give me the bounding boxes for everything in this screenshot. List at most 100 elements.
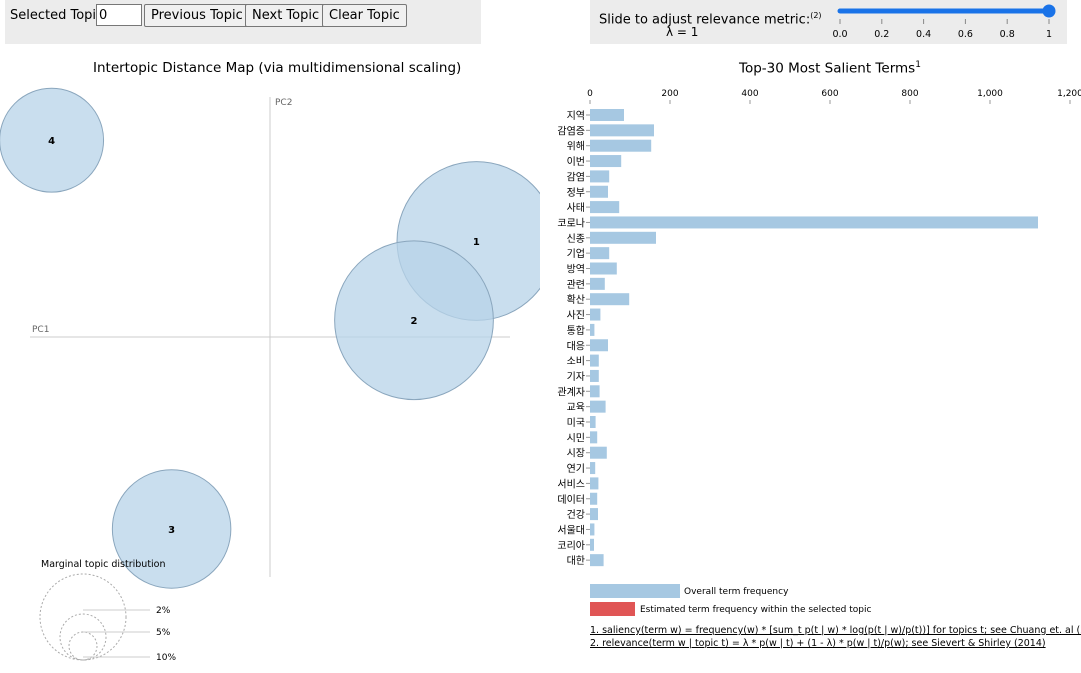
slider-footnote-mark: (2)	[810, 11, 822, 20]
topic-circle	[0, 87, 105, 193]
topic-circle-label: 1	[473, 237, 480, 248]
slider-tick-label: 1	[1046, 29, 1052, 40]
slider-label: Slide to adjust relevance metric:(2)	[599, 11, 822, 27]
x-tick-label: 1,000	[977, 89, 1003, 99]
marginal-legend-circle	[59, 613, 107, 661]
lambda-readout: λ = 1	[666, 25, 699, 39]
slider-tick-label: 0.8	[1000, 29, 1015, 40]
legend-overall-label: Overall term frequency	[684, 587, 789, 597]
x-tick-label: 400	[741, 89, 758, 99]
slider-tick-label: 0.4	[916, 29, 931, 40]
selected-topic-label: Selected Topic:	[10, 8, 108, 23]
salient-terms-bar-chart: 0 200 400 600 800 1,000 1,200 지역감염증위해이번감염정부사태코로…	[557, 89, 1081, 616]
term-label: 위해	[567, 140, 585, 153]
x-tick-label: 0	[587, 89, 593, 99]
term-bar-overall	[590, 155, 622, 168]
term-label: 소비	[567, 356, 585, 368]
term-bar-overall	[590, 262, 617, 275]
term-bar-overall	[590, 247, 610, 260]
term-label: 확산	[567, 294, 585, 306]
x-tick-label: 600	[821, 89, 838, 99]
salient-terms-title: Top-30 Most Salient Terms1	[739, 60, 921, 77]
term-bar-overall	[590, 277, 605, 290]
term-label: 대응	[567, 340, 585, 352]
topic-circle	[111, 469, 232, 589]
term-label: 지역	[567, 110, 585, 122]
term-label: 시민	[567, 432, 585, 444]
term-label: 사태	[567, 202, 585, 214]
relevance-slider[interactable]: 0.0 0.2 0.4 0.6 0.8 1	[820, 0, 1070, 44]
legend-overall-swatch	[590, 584, 680, 598]
term-bar-overall	[590, 523, 595, 536]
relevance-control-panel	[590, 0, 1067, 44]
term-bar-overall	[590, 231, 656, 244]
term-bar-overall	[590, 369, 599, 382]
intertopic-map-title: Intertopic Distance Map (via multidimens…	[93, 60, 462, 76]
term-label: 교육	[567, 402, 585, 414]
topic-circle-label: 4	[48, 136, 55, 147]
slider-tick-label: 0.2	[874, 29, 889, 40]
footnote-relevance[interactable]: 2. relevance(term w | topic t) = λ * p(w…	[590, 638, 1046, 649]
term-bar-overall	[590, 400, 606, 413]
term-bar-overall	[590, 139, 652, 152]
legend-selected-label: Estimated term frequency within the sele…	[640, 605, 871, 615]
selected-topic-input[interactable]	[96, 4, 142, 26]
marginal-legend-label: 10%	[156, 653, 176, 663]
previous-topic-button[interactable]: Previous Topic	[144, 4, 250, 27]
term-bar-overall	[590, 339, 608, 352]
marginal-legend-label: 2%	[156, 606, 171, 616]
term-label: 서비스	[557, 478, 585, 490]
legend-selected-swatch	[590, 602, 635, 616]
salient-terms-title-text: Top-30 Most Salient Terms	[739, 60, 916, 77]
term-bar-overall	[590, 124, 654, 137]
term-label: 이번	[567, 156, 585, 168]
term-label: 데이터	[557, 494, 585, 506]
x-tick-label: 800	[901, 89, 918, 99]
term-label: 관계자	[557, 386, 585, 398]
next-topic-button[interactable]: Next Topic	[245, 4, 327, 27]
marginal-legend-title: Marginal topic distribution	[41, 559, 166, 570]
slider-tick-label: 0.0	[832, 29, 847, 40]
term-label: 감염증	[557, 125, 585, 137]
topic-circle-label: 2	[411, 316, 418, 327]
term-label: 정부	[567, 187, 585, 199]
term-bar-overall	[590, 416, 596, 428]
term-label: 기업	[567, 247, 585, 260]
topic-circle-label: 3	[168, 525, 175, 536]
marginal-legend-circle	[39, 573, 127, 661]
term-bar-overall	[590, 446, 607, 459]
term-bar-overall	[590, 185, 608, 198]
term-label: 감염	[567, 171, 585, 183]
term-label: 시장	[567, 448, 585, 460]
salient-terms-footnote-mark: 1	[915, 60, 921, 70]
term-bar-overall	[590, 354, 599, 367]
slider-thumb[interactable]	[1042, 4, 1056, 18]
slider-label-text: Slide to adjust relevance metric:	[599, 12, 811, 28]
term-bar-overall	[590, 323, 595, 336]
term-label: 연기	[567, 463, 585, 475]
term-bar-overall	[590, 201, 620, 214]
term-label: 코로나	[557, 217, 585, 229]
term-label: 미국	[567, 417, 585, 429]
term-bar-overall	[590, 508, 598, 521]
term-bar-overall	[590, 492, 598, 505]
topic-circle	[334, 240, 494, 401]
term-bar-overall	[590, 477, 599, 490]
pc2-label: PC2	[275, 98, 292, 108]
term-bar-overall	[590, 431, 598, 444]
slider-tick-label: 0.6	[958, 29, 973, 40]
term-label: 서울대	[557, 524, 585, 536]
x-tick-label: 1,200	[1057, 89, 1081, 99]
term-bar-overall	[590, 385, 600, 398]
term-bar-overall	[590, 462, 596, 475]
footnote-saliency[interactable]: 1. saliency(term w) = frequency(w) * [su…	[590, 625, 1081, 636]
x-tick-label: 200	[661, 89, 678, 99]
pc1-label: PC1	[32, 325, 49, 335]
intertopic-distance-map: PC1 PC2 1 2 3 4 Marginal topic distribution 2% 5…	[0, 87, 540, 663]
term-bar-overall	[590, 293, 630, 306]
term-label: 코리아	[557, 540, 585, 552]
term-bar-overall	[590, 109, 624, 121]
term-label: 통합	[567, 325, 585, 337]
term-bar-overall	[590, 554, 604, 567]
clear-topic-button[interactable]: Clear Topic	[322, 4, 407, 27]
